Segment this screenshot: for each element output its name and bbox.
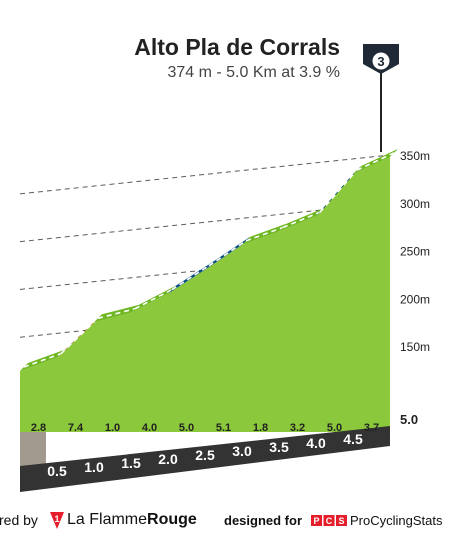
y-tick-label: 200m <box>400 292 430 306</box>
road-centerline <box>134 288 173 310</box>
km-base-strip <box>20 426 390 492</box>
procyclingstats-link[interactable]: ProCyclingStats <box>350 513 443 528</box>
segment-grade-label: 1.0 <box>105 422 120 434</box>
km-label: 0.5 <box>47 463 67 479</box>
km-label: 2.5 <box>195 447 215 463</box>
segment-grade-label: 3.2 <box>290 422 305 434</box>
segment-grade-label: 5.0 <box>179 422 194 434</box>
road-centerline <box>208 240 247 267</box>
km-label: 4.0 <box>306 435 326 451</box>
segment-grade-label: 1.8 <box>253 422 268 434</box>
road-centerline <box>23 352 62 368</box>
segment-grade-label: 7.4 <box>68 422 84 434</box>
y-tick-label: 250m <box>400 245 430 259</box>
profile-area <box>20 156 390 433</box>
road-centerline <box>319 169 358 213</box>
summit-flag: 3 <box>363 44 399 152</box>
category-badge-number: 3 <box>377 54 384 69</box>
svg-text:1: 1 <box>54 514 59 524</box>
road-centerline <box>245 226 284 242</box>
km-label: 4.5 <box>343 431 363 447</box>
km-label: 2.0 <box>158 451 178 467</box>
profile-body <box>20 156 390 466</box>
svg-text:S: S <box>338 516 344 526</box>
climb-name: Alto Pla de Corrals <box>134 34 340 60</box>
road-centerline <box>171 265 210 291</box>
designed-for-text: designed for <box>224 513 303 528</box>
segment-grade-label: 4.0 <box>142 422 157 434</box>
road-surface <box>20 148 398 372</box>
km-base-band <box>20 426 390 492</box>
y-tick-label: 300m <box>400 197 430 211</box>
la-flamme-rouge-logo-icon: 1 <box>50 512 64 529</box>
km-label: 1.0 <box>84 459 104 475</box>
km-label: 1.5 <box>121 455 141 471</box>
segment-grade-label: 2.8 <box>31 422 46 434</box>
road-centerline <box>356 152 395 171</box>
road-centerline <box>282 211 321 229</box>
la-flamme-rouge-link[interactable]: La FlammeRouge <box>67 511 197 529</box>
km-label: 3.0 <box>232 443 252 459</box>
km-label: 3.5 <box>269 439 289 455</box>
y-tick-label: 350m <box>400 149 430 163</box>
svg-text:P: P <box>313 516 319 526</box>
segment-grade-label: 5.1 <box>216 422 231 434</box>
svg-text:C: C <box>326 516 333 526</box>
road-centerline <box>97 307 136 320</box>
climb-summary: 374 m - 5.0 Km at 3.9 % <box>167 64 340 81</box>
powered-by-text: red by <box>0 512 38 528</box>
segment-grade-label: 5.0 <box>327 422 342 434</box>
pcs-logo-icon: P C S <box>311 515 347 526</box>
brand-regular: La Flamme <box>67 511 148 528</box>
y-tick-label: 150m <box>400 340 430 354</box>
segment-grade-label: 3.7 <box>364 422 379 434</box>
brand-bold: Rouge <box>147 511 197 528</box>
gridline <box>19 154 391 195</box>
end-km-label: 5.0 <box>400 412 418 427</box>
